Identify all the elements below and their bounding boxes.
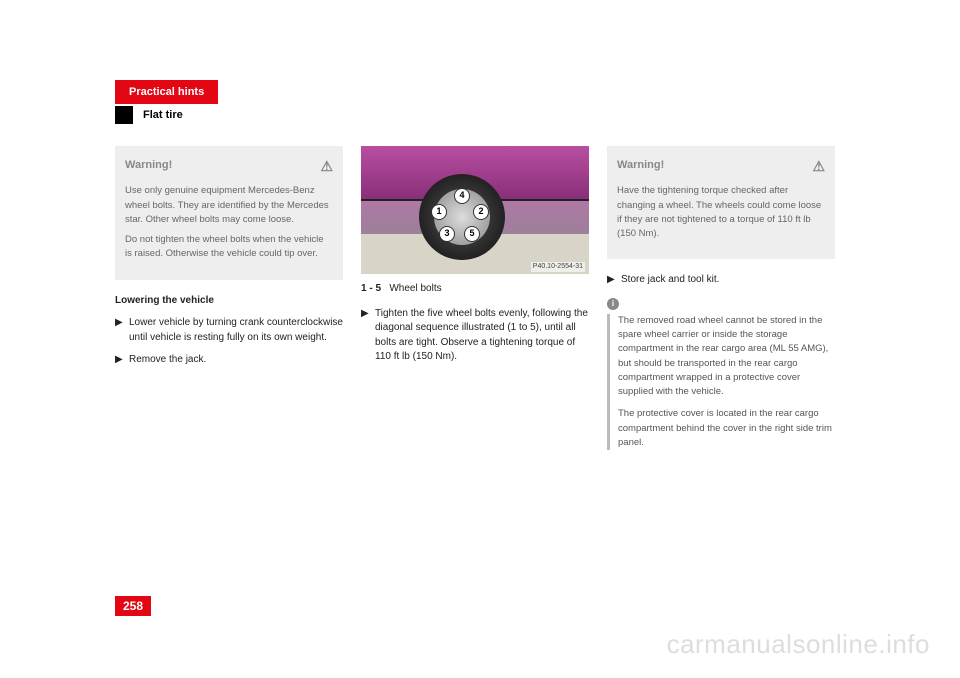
section-row: Flat tire <box>115 106 855 124</box>
warning-label: Warning! <box>617 158 664 174</box>
bullet-icon: ▶ <box>115 316 129 345</box>
figure-caption: 1 - 5 Wheel bolts <box>361 282 589 297</box>
bullet-item: ▶ Store jack and tool kit. <box>607 273 835 288</box>
column-2: 1 2 3 4 5 P40.10-2554-31 1 - 5 Wheel bol… <box>361 146 589 458</box>
info-p1: The removed road wheel cannot be stored … <box>618 314 835 400</box>
columns: Warning! ⚠ Use only genuine equipment Me… <box>115 146 855 458</box>
bullet-item: ▶ Remove the jack. <box>115 353 343 368</box>
info-icon-row: i <box>607 296 835 310</box>
warning-text: Have the tightening torque checked after… <box>617 184 825 241</box>
warning-header: Warning! ⚠ <box>125 156 333 176</box>
bolt-1: 1 <box>431 204 447 220</box>
warning-icon: ⚠ <box>320 156 333 176</box>
column-1: Warning! ⚠ Use only genuine equipment Me… <box>115 146 343 458</box>
chapter-tab: Practical hints <box>115 80 218 104</box>
figure-ref: P40.10-2554-31 <box>531 262 585 272</box>
warning-icon: ⚠ <box>812 156 825 176</box>
column-3: Warning! ⚠ Have the tightening torque ch… <box>607 146 835 458</box>
bullet-item: ▶ Tighten the five wheel bolts evenly, f… <box>361 307 589 365</box>
warning-label: Warning! <box>125 158 172 174</box>
page-content: Practical hints Flat tire Warning! ⚠ Use… <box>115 80 855 458</box>
warning-box-1: Warning! ⚠ Use only genuine equipment Me… <box>115 146 343 280</box>
info-icon: i <box>607 298 619 310</box>
warning-p1: Use only genuine equipment Mercedes-Benz… <box>125 184 333 227</box>
bullet-text: Tighten the five wheel bolts evenly, fol… <box>375 307 589 365</box>
warning-p: Have the tightening torque checked after… <box>617 184 825 241</box>
bullet-text: Lower vehicle by turning crank countercl… <box>129 316 343 345</box>
bolt-4: 4 <box>454 188 470 204</box>
bolt-3: 3 <box>439 226 455 242</box>
warning-box-2: Warning! ⚠ Have the tightening torque ch… <box>607 146 835 259</box>
bullet-icon: ▶ <box>607 273 621 288</box>
bolt-2: 2 <box>473 204 489 220</box>
section-marker <box>115 106 133 124</box>
info-p2: The protective cover is located in the r… <box>618 407 835 450</box>
warning-p2: Do not tighten the wheel bolts when the … <box>125 233 333 262</box>
info-block: The removed road wheel cannot be stored … <box>607 314 835 450</box>
watermark: carmanualsonline.info <box>667 629 930 660</box>
section-title: Flat tire <box>143 109 183 121</box>
bullet-text: Remove the jack. <box>129 353 343 368</box>
page-number: 258 <box>115 596 151 616</box>
bullet-item: ▶ Lower vehicle by turning crank counter… <box>115 316 343 345</box>
warning-header: Warning! ⚠ <box>617 156 825 176</box>
bolt-5: 5 <box>464 226 480 242</box>
bullet-icon: ▶ <box>115 353 129 368</box>
wheel-figure: 1 2 3 4 5 P40.10-2554-31 <box>361 146 589 274</box>
caption-range: 1 - 5 <box>361 283 381 294</box>
caption-text: Wheel bolts <box>389 283 441 294</box>
bullet-icon: ▶ <box>361 307 375 365</box>
bullet-text: Store jack and tool kit. <box>621 273 835 288</box>
warning-text: Use only genuine equipment Mercedes-Benz… <box>125 184 333 261</box>
lowering-title: Lowering the vehicle <box>115 294 343 309</box>
